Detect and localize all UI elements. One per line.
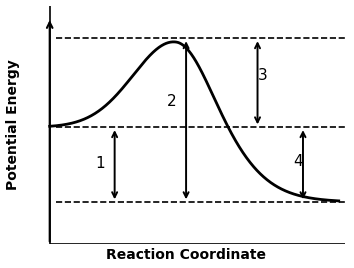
Y-axis label: Potential Energy: Potential Energy	[6, 59, 19, 190]
Text: 2: 2	[167, 94, 176, 109]
Text: 3: 3	[257, 68, 267, 83]
Text: 4: 4	[293, 154, 303, 169]
X-axis label: Reaction Coordinate: Reaction Coordinate	[106, 248, 266, 262]
Text: 1: 1	[95, 156, 105, 171]
